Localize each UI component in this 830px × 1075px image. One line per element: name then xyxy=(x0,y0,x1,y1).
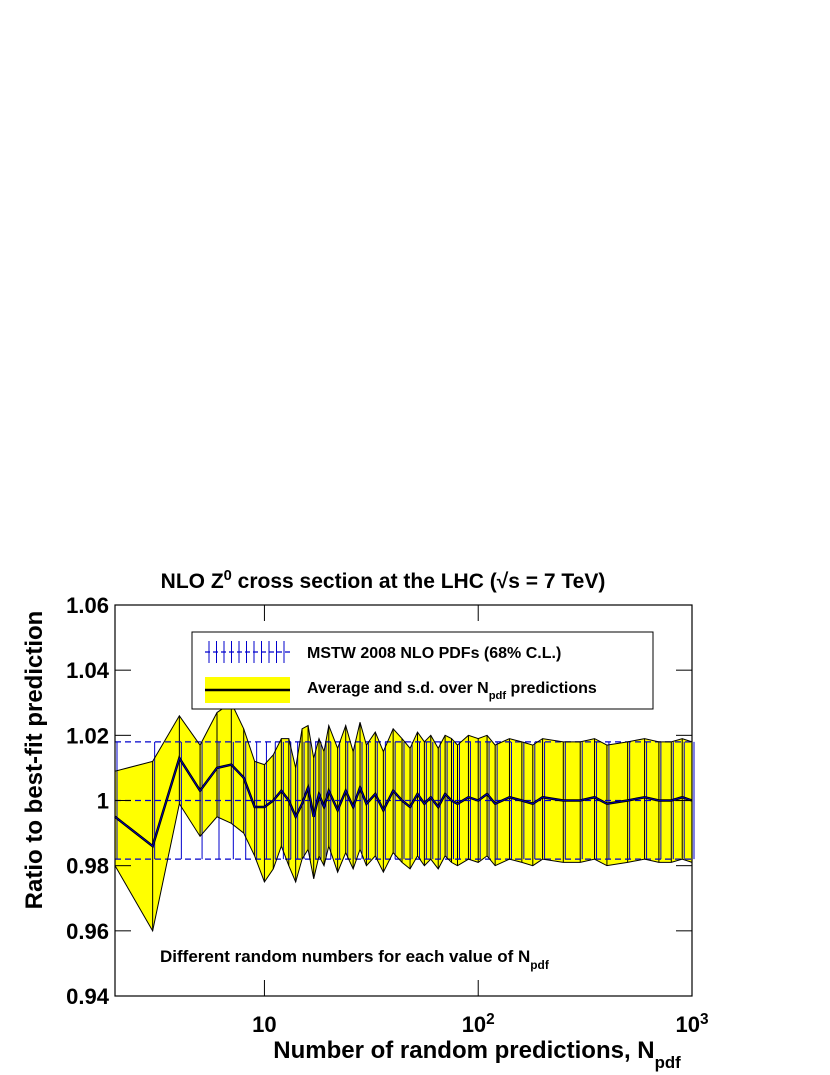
x-tick-label-part: 3 xyxy=(700,1011,709,1028)
x-tick-label-part: 2 xyxy=(486,1011,495,1028)
y-tick-label: 1 xyxy=(97,789,109,814)
x-tick-label: 10 xyxy=(252,1012,276,1037)
y-tick-label: 0.98 xyxy=(66,854,109,879)
chart-title: NLO Z0 cross section at the LHC (√s = 7 … xyxy=(161,568,606,593)
x-axis-label-part: Number of random predictions, N xyxy=(273,1037,654,1064)
y-tick-label: 1.02 xyxy=(66,723,109,748)
legend-label: MSTW 2008 NLO PDFs (68% C.L.) xyxy=(307,645,561,662)
sd-upper-edge xyxy=(114,702,693,772)
annotation-part: Different random numbers for each value … xyxy=(160,947,530,966)
x-axis-label: Number of random predictions, Npdf xyxy=(273,1037,681,1072)
legend-label-part: predictions xyxy=(506,680,597,697)
x-tick-label-part: 10 xyxy=(462,1012,486,1037)
x-tick-label: 102 xyxy=(462,1011,495,1038)
annotation-part: pdf xyxy=(530,958,549,972)
x-axis-label-part: pdf xyxy=(655,1053,682,1072)
x-tick-label-part: 10 xyxy=(675,1012,699,1037)
annotation: Different random numbers for each value … xyxy=(160,947,549,972)
legend-label-part: pdf xyxy=(489,690,507,702)
legend-label: Average and s.d. over Npdf predictions xyxy=(307,680,597,702)
y-tick-label: 1.06 xyxy=(66,593,109,618)
x-tick-label: 103 xyxy=(675,1011,708,1038)
y-axis-label: Ratio to best-fit prediction xyxy=(21,611,48,910)
average-line-highlight xyxy=(114,757,693,847)
legend-label-part: Average and s.d. over N xyxy=(307,680,489,697)
y-tick-label: 0.94 xyxy=(66,984,110,1009)
y-tick-label: 1.04 xyxy=(66,658,110,683)
x-tick-label-part: 10 xyxy=(252,1012,276,1037)
chart-title-part: cross section at the LHC (√s = 7 TeV) xyxy=(232,570,606,593)
chart-title-part: NLO Z xyxy=(161,570,224,593)
sd-lower-edge xyxy=(114,802,693,933)
chart-title-part: 0 xyxy=(224,568,232,584)
y-tick-label: 0.96 xyxy=(66,919,109,944)
